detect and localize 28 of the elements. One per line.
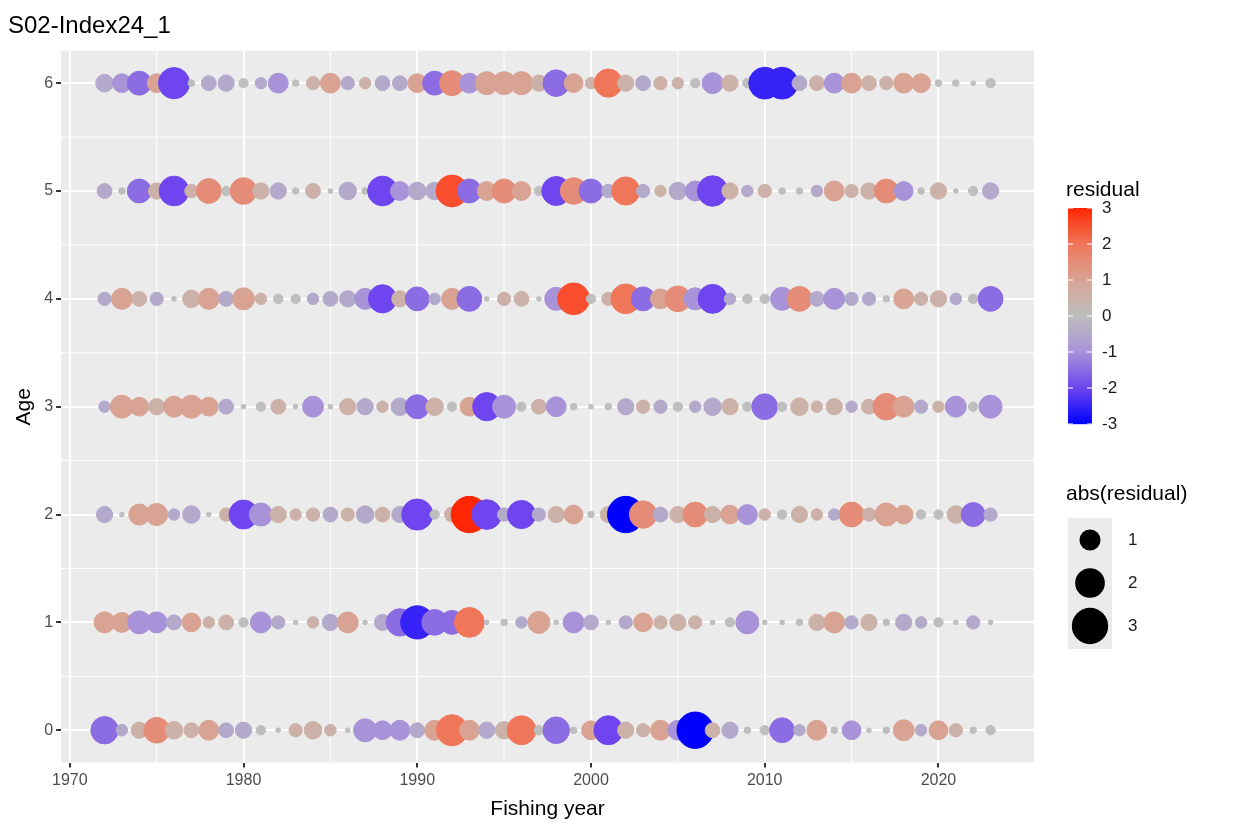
y-axis-title: Age: [11, 388, 35, 426]
x-tick-label: 1970: [51, 770, 88, 788]
legend-label: 2: [1128, 572, 1138, 592]
y-tick-label: 6: [44, 73, 54, 91]
chart-title: S02-Index24_1: [8, 11, 171, 39]
legend-label: 1: [1128, 529, 1138, 549]
color-bar-label: 2: [1102, 233, 1112, 253]
color-bar-label: -2: [1102, 377, 1118, 397]
y-tick-label: 1: [44, 612, 54, 630]
y-tick-label: 5: [44, 181, 54, 199]
y-tick-label: 0: [44, 720, 54, 738]
color-bar-label: 3: [1102, 197, 1112, 217]
color-bar-label: -3: [1102, 413, 1118, 433]
color-bar-label: -1: [1102, 341, 1118, 361]
x-axis-title: Fishing year: [490, 796, 605, 820]
color-bar-title: residual: [1066, 177, 1140, 200]
legend-label: 3: [1128, 615, 1138, 635]
x-tick-label: 1990: [399, 770, 436, 788]
y-tick-label: 4: [44, 289, 54, 307]
legend-title: abs(residual): [1066, 481, 1188, 504]
x-tick-label: 1980: [225, 770, 262, 788]
y-tick-label: 2: [44, 504, 54, 522]
x-tick-label: 2000: [573, 770, 609, 788]
color-bar-label: 1: [1102, 269, 1112, 289]
x-tick-label: 2020: [920, 770, 957, 788]
color-bar-label: 0: [1102, 305, 1112, 325]
y-tick-label: 3: [44, 397, 54, 415]
x-tick-label: 2010: [746, 770, 783, 788]
